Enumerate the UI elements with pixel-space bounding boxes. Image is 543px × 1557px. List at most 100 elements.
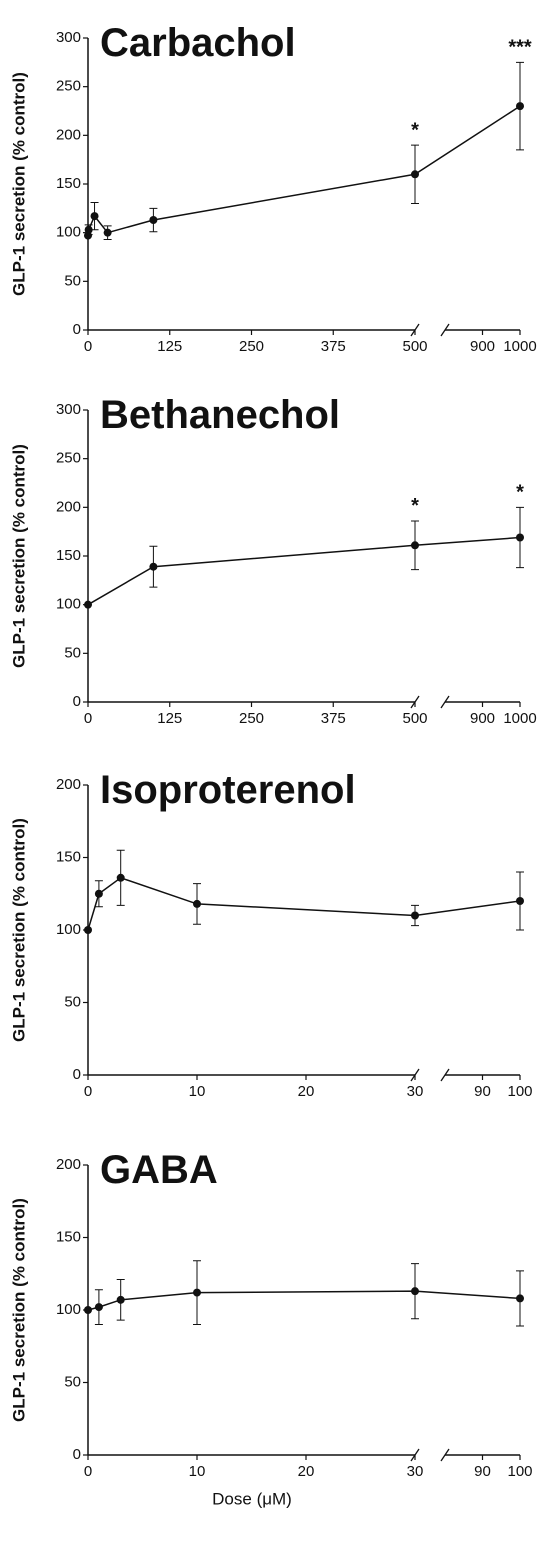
y-axis-label: GLP-1 secretion (% control) <box>9 72 28 296</box>
data-line <box>87 536 521 606</box>
data-point <box>411 911 419 920</box>
data-point <box>84 600 92 609</box>
y-tick-label: 0 <box>73 1066 81 1083</box>
x-tick-label: 0 <box>84 338 92 355</box>
y-axis-label: GLP-1 secretion (% control) <box>9 818 28 1042</box>
x-tick-label: 125 <box>157 338 182 355</box>
y-tick-label: 200 <box>56 498 81 515</box>
y-tick-label: 100 <box>56 921 81 938</box>
data-point <box>84 231 92 240</box>
data-point <box>90 212 99 221</box>
axis-break <box>440 1448 450 1462</box>
data-point <box>411 541 419 550</box>
data-point <box>516 897 524 905</box>
x-tick-label: 90 <box>474 1463 491 1480</box>
y-tick-label: 0 <box>73 1446 81 1463</box>
y-tick-label: 200 <box>56 126 81 143</box>
y-tick-label: 50 <box>64 1373 81 1390</box>
data-line <box>87 1290 521 1311</box>
significance-marker: * <box>411 495 419 517</box>
data-point <box>516 1294 524 1303</box>
y-tick-label: 250 <box>56 78 81 95</box>
data-point <box>411 170 419 179</box>
x-axis-label: Dose (μM) <box>212 1489 292 1508</box>
x-tick-label: 0 <box>84 1463 92 1480</box>
panel: 0 50 100 150 200 0 10 20 30 90 100 GABA GLP-1 secret… <box>9 1148 532 1508</box>
x-tick-label: 10 <box>189 1463 206 1480</box>
panel: 0 50 100 150 200 250 300 0 125 250 375 500 900 1000 Ca… <box>9 21 536 355</box>
data-point <box>103 228 112 237</box>
x-tick-label: 20 <box>298 1463 315 1480</box>
y-tick-label: 200 <box>56 1156 81 1173</box>
y-tick-label: 100 <box>56 596 81 613</box>
axis-break <box>440 1068 450 1082</box>
x-tick-label: 100 <box>507 1463 532 1480</box>
y-tick-label: 100 <box>56 1301 81 1318</box>
x-tick-label: 250 <box>239 338 264 355</box>
axis-break <box>440 323 450 337</box>
data-point <box>94 889 103 898</box>
y-tick-label: 50 <box>64 644 81 661</box>
significance-marker: * <box>411 119 419 141</box>
axis-break <box>440 695 450 709</box>
data-point <box>116 873 125 882</box>
x-tick-label: 250 <box>239 710 264 727</box>
data-point <box>84 926 92 934</box>
x-tick-label: 100 <box>507 1083 532 1100</box>
x-tick-label: 500 <box>402 338 427 355</box>
x-tick-label: 1000 <box>503 710 536 727</box>
data-point <box>84 225 93 234</box>
data-point <box>149 562 158 571</box>
y-tick-label: 0 <box>73 693 81 710</box>
x-tick-label: 375 <box>321 710 346 727</box>
data-point <box>94 1303 103 1312</box>
x-tick-label: 900 <box>470 710 495 727</box>
panel-title: Carbachol <box>100 21 296 65</box>
data-point <box>193 1288 201 1297</box>
data-point <box>149 216 158 225</box>
data-point <box>116 1295 125 1304</box>
y-tick-label: 300 <box>56 29 81 46</box>
axis-break <box>410 323 420 337</box>
x-tick-label: 0 <box>84 710 92 727</box>
panel: 0 50 100 150 200 250 300 0 125 250 375 500 900 1000 Be… <box>9 393 536 727</box>
axis-break <box>410 695 420 709</box>
x-tick-label: 125 <box>157 710 182 727</box>
x-tick-label: 375 <box>321 338 346 355</box>
y-tick-label: 150 <box>56 1228 81 1245</box>
x-tick-label: 900 <box>470 338 495 355</box>
x-tick-label: 500 <box>402 710 427 727</box>
x-tick-label: 90 <box>474 1083 491 1100</box>
data-point <box>516 102 524 111</box>
panel-title: Isoproterenol <box>100 768 356 812</box>
y-tick-label: 150 <box>56 175 81 192</box>
panel-title: Bethanechol <box>100 393 340 437</box>
significance-marker: * <box>516 482 524 504</box>
y-tick-label: 250 <box>56 450 81 467</box>
data-point <box>516 533 524 542</box>
panel-title: GABA <box>100 1148 218 1192</box>
data-point <box>193 899 201 908</box>
data-line <box>87 876 521 931</box>
y-tick-label: 150 <box>56 547 81 564</box>
data-point <box>411 1287 419 1296</box>
y-tick-label: 150 <box>56 848 81 865</box>
x-tick-label: 30 <box>407 1463 424 1480</box>
x-tick-label: 20 <box>298 1083 315 1100</box>
data-point <box>84 1306 92 1314</box>
y-axis-label: GLP-1 secretion (% control) <box>9 1198 28 1422</box>
y-axis-label: GLP-1 secretion (% control) <box>9 444 28 668</box>
y-tick-label: 300 <box>56 401 81 418</box>
y-tick-label: 50 <box>64 993 81 1010</box>
axis-break <box>410 1068 420 1082</box>
y-tick-label: 100 <box>56 224 81 241</box>
axis-break <box>410 1448 420 1462</box>
y-tick-label: 0 <box>73 321 81 338</box>
x-tick-label: 10 <box>189 1083 206 1100</box>
panel: 0 50 100 150 200 0 10 20 30 90 100 Isoproterenol GLP… <box>9 768 532 1100</box>
significance-marker: *** <box>508 37 532 59</box>
x-tick-label: 1000 <box>503 338 536 355</box>
y-tick-label: 50 <box>64 272 81 289</box>
x-tick-label: 30 <box>407 1083 424 1100</box>
